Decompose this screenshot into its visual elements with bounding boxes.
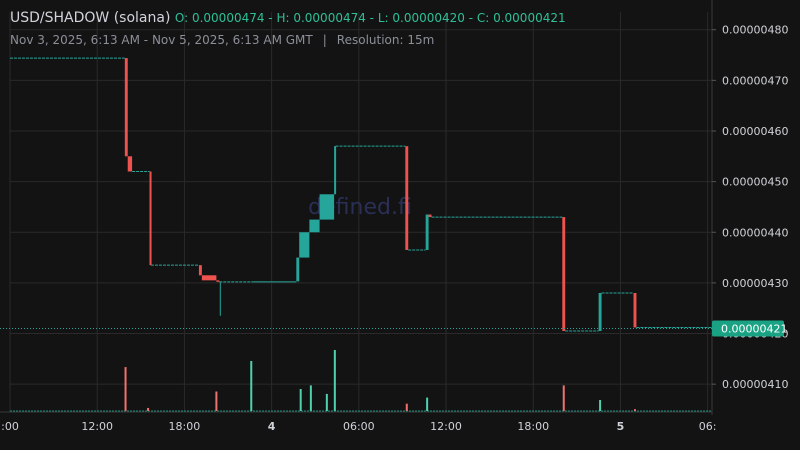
y-tick-label: 0.00000450 <box>722 176 788 189</box>
volume-bar <box>299 389 302 411</box>
up-candle <box>296 257 300 282</box>
volume-bar <box>215 391 218 411</box>
volume-bars <box>10 350 712 412</box>
y-tick-label: 0.00000430 <box>722 277 788 290</box>
volume-bar <box>325 393 328 411</box>
volume-bar <box>147 407 150 411</box>
last-price-marker: 0.00000421 <box>0 320 787 337</box>
x-tick-label: 18:00 <box>169 420 201 433</box>
date-range: Nov 3, 2025, 6:13 AM - Nov 5, 2025, 6:13… <box>10 33 313 47</box>
volume-bar <box>599 400 602 411</box>
down-candle <box>428 214 432 218</box>
price-axis[interactable]: 0.000004100.000004200.000004300.00000440… <box>712 24 788 391</box>
down-candle <box>198 265 202 276</box>
volume-bar <box>405 403 408 411</box>
down-candle <box>201 275 217 281</box>
volume-bar <box>333 350 336 411</box>
down-candle <box>633 293 637 328</box>
down-candle <box>149 171 152 266</box>
x-tick-label: 18:00 <box>517 420 549 433</box>
volume-bar <box>124 367 127 411</box>
down-candle <box>405 146 409 250</box>
up-candle <box>598 293 602 331</box>
x-tick-label: :00 <box>1 420 19 433</box>
last-price-label: 0.00000421 <box>721 322 787 335</box>
last-price-badge <box>712 320 784 337</box>
volume-bar <box>562 385 565 411</box>
y-tick-label: 0.00000440 <box>722 226 788 239</box>
ohlc-values: O: 0.00000474 - H: 0.00000474 - L: 0.000… <box>174 11 566 25</box>
up-candle <box>299 232 310 258</box>
price-series <box>10 57 712 332</box>
y-tick-label: 0.00000410 <box>722 378 788 391</box>
up-candle <box>319 194 335 220</box>
volume-bar <box>250 360 253 411</box>
volume-bar <box>633 409 636 411</box>
y-tick-label: 0.00000480 <box>722 24 788 37</box>
x-tick-label: 06:00 <box>343 420 375 433</box>
volume-bar <box>426 397 429 411</box>
symbol-name: USD/SHADOW (solana) <box>10 10 171 26</box>
x-tick-label: 12:00 <box>81 420 113 433</box>
down-candle <box>127 156 133 172</box>
down-candle <box>124 58 128 157</box>
y-tick-label: 0.00000470 <box>722 74 788 87</box>
up-candle <box>251 281 297 283</box>
x-tick-label: 12:00 <box>430 420 462 433</box>
separator: | <box>322 33 327 47</box>
chart-subtitle: Nov 3, 2025, 6:13 AM - Nov 5, 2025, 6:13… <box>10 33 434 47</box>
up-candle <box>334 146 337 195</box>
chart-legend: USD/SHADOW (solana) O: 0.00000474 - H: 0… <box>10 10 566 26</box>
down-candle <box>216 280 220 282</box>
up-candle <box>425 214 429 250</box>
x-tick-label: 06: <box>699 420 717 433</box>
time-axis[interactable]: :00 12:00 18:00 4 06:00 12:00 18:00 5 06: <box>1 420 716 433</box>
volume-bar <box>309 385 312 411</box>
x-tick-label: 4 <box>268 420 276 433</box>
up-candle <box>309 219 320 233</box>
resolution: Resolution: 15m <box>336 33 435 47</box>
x-tick-label: 5 <box>617 420 625 433</box>
down-candle <box>562 217 566 331</box>
y-tick-label: 0.00000460 <box>722 125 788 138</box>
